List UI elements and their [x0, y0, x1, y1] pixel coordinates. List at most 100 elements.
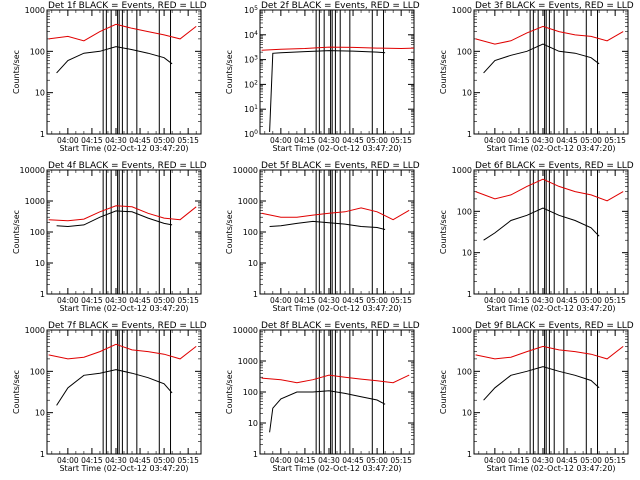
y-tick-label: 10: [462, 409, 472, 418]
y-tick-label: 10: [248, 259, 258, 268]
x-tick-label: 04:30: [105, 136, 127, 145]
y-tick-label: 10000: [233, 166, 258, 175]
x-tick-label: 04:45: [556, 136, 578, 145]
y-tick-label: 1: [40, 450, 45, 459]
lld-series-line: [261, 374, 410, 384]
plot-frame: [46, 169, 202, 295]
detector-panel-5: Det 5f BLACK = Events, RED = LLD 1 10 100 10…: [225, 161, 420, 313]
y-tick-label: 1000: [25, 6, 45, 15]
plot-frame: [259, 9, 415, 135]
events-series-line: [483, 207, 600, 241]
y-tick-label: 1: [467, 290, 472, 299]
lld-series-line: [261, 207, 410, 221]
x-tick-label: 04:15: [508, 456, 530, 465]
plot-frame: [259, 169, 415, 295]
events-series-line: [269, 50, 386, 133]
x-tick-label: 04:00: [270, 136, 292, 145]
lld-series-line: [475, 25, 624, 45]
y-axis-label: Counts/sec: [12, 210, 21, 254]
x-tick-label: 04:15: [294, 136, 316, 145]
events-series-line: [483, 43, 600, 74]
x-tick-label: 05:15: [604, 456, 626, 465]
events-series-line: [269, 220, 386, 230]
x-tick-label: 05:00: [366, 136, 388, 145]
x-tick-label: 04:15: [294, 296, 316, 305]
y-tick-label: 1000: [452, 6, 472, 15]
x-tick-label: 04:45: [342, 296, 364, 305]
plot-frame: [473, 169, 629, 295]
panel-title: Det 9f BLACK = Events, RED = LLD: [475, 321, 634, 331]
detector-panel-3: Det 3f BLACK = Events, RED = LLD 1 10 100 10…: [439, 1, 634, 153]
x-tick-label: 04:15: [81, 296, 103, 305]
x-tick-label: 04:30: [532, 296, 554, 305]
panel-title: Det 4f BLACK = Events, RED = LLD: [48, 161, 207, 171]
y-axis-label: Counts/sec: [439, 370, 448, 414]
x-tick-label: 04:00: [270, 456, 292, 465]
x-tick-label: 05:15: [177, 136, 199, 145]
panel-title: Det 3f BLACK = Events, RED = LLD: [475, 1, 634, 11]
x-axis-label: Start Time (02-Oct-12 03:47:20): [59, 144, 188, 153]
y-tick-label: 1000: [25, 197, 45, 206]
x-tick-label: 04:45: [556, 296, 578, 305]
y-tick-label: 104: [244, 30, 258, 40]
y-tick-label: 10: [35, 409, 45, 418]
x-tick-label: 04:00: [484, 456, 506, 465]
y-tick-label: 10: [462, 249, 472, 258]
y-tick-label: 101: [244, 104, 258, 114]
x-tick-label: 05:00: [366, 296, 388, 305]
x-tick-label: 04:15: [294, 456, 316, 465]
x-tick-label: 04:45: [129, 296, 151, 305]
x-tick-label: 04:15: [81, 136, 103, 145]
x-tick-label: 05:00: [580, 456, 602, 465]
x-tick-label: 04:45: [129, 456, 151, 465]
x-axis-label: Start Time (02-Oct-12 03:47:20): [486, 304, 615, 313]
y-axis-label: Counts/sec: [12, 370, 21, 414]
x-axis-label: Start Time (02-Oct-12 03:47:20): [486, 464, 615, 473]
x-tick-label: 04:30: [318, 136, 340, 145]
x-tick-label: 04:15: [508, 296, 530, 305]
lld-series-line: [475, 345, 624, 360]
y-tick-label: 100: [244, 129, 258, 139]
y-tick-label: 1: [40, 290, 45, 299]
x-tick-label: 05:15: [177, 456, 199, 465]
events-series-line: [56, 369, 173, 406]
x-axis-label: Start Time (02-Oct-12 03:47:20): [272, 144, 401, 153]
x-tick-label: 04:30: [532, 456, 554, 465]
y-tick-label: 1000: [238, 357, 258, 366]
x-tick-label: 04:00: [484, 296, 506, 305]
y-tick-label: 10: [462, 89, 472, 98]
detector-panel-7: Det 7f BLACK = Events, RED = LLD 1 10 100 10…: [12, 321, 207, 473]
panel-title: Det 5f BLACK = Events, RED = LLD: [261, 161, 420, 171]
x-tick-label: 05:15: [390, 136, 412, 145]
x-tick-label: 04:00: [57, 296, 79, 305]
y-tick-label: 100: [457, 367, 472, 376]
panel-title: Det 2f BLACK = Events, RED = LLD: [261, 1, 420, 11]
y-tick-label: 1: [40, 130, 45, 139]
x-tick-label: 04:30: [105, 456, 127, 465]
x-axis-label: Start Time (02-Oct-12 03:47:20): [486, 144, 615, 153]
x-tick-label: 04:15: [508, 136, 530, 145]
y-tick-label: 1000: [25, 326, 45, 335]
detector-panel-1: Det 1f BLACK = Events, RED = LLD 1 10 100 10…: [12, 1, 207, 153]
events-series-line: [56, 210, 173, 228]
x-tick-label: 05:15: [604, 136, 626, 145]
y-tick-label: 10: [248, 419, 258, 428]
y-tick-label: 100: [457, 207, 472, 216]
x-tick-label: 04:00: [484, 136, 506, 145]
y-tick-label: 1000: [238, 197, 258, 206]
y-tick-label: 100: [243, 228, 258, 237]
y-tick-label: 10: [35, 259, 45, 268]
y-tick-label: 103: [244, 55, 258, 65]
detector-panel-2: Det 2f BLACK = Events, RED = LLD 100 101 10…: [225, 1, 420, 153]
detector-panel-9: Det 9f BLACK = Events, RED = LLD 1 10 100 10…: [439, 321, 634, 473]
lld-series-line: [48, 205, 197, 222]
x-tick-label: 04:45: [556, 456, 578, 465]
x-axis-label: Start Time (02-Oct-12 03:47:20): [59, 464, 188, 473]
x-tick-label: 05:00: [153, 136, 175, 145]
y-tick-label: 100: [243, 388, 258, 397]
lld-series-line: [261, 46, 415, 51]
y-axis-label: Counts/sec: [439, 210, 448, 254]
x-tick-label: 05:15: [604, 296, 626, 305]
lld-series-line: [475, 178, 624, 202]
